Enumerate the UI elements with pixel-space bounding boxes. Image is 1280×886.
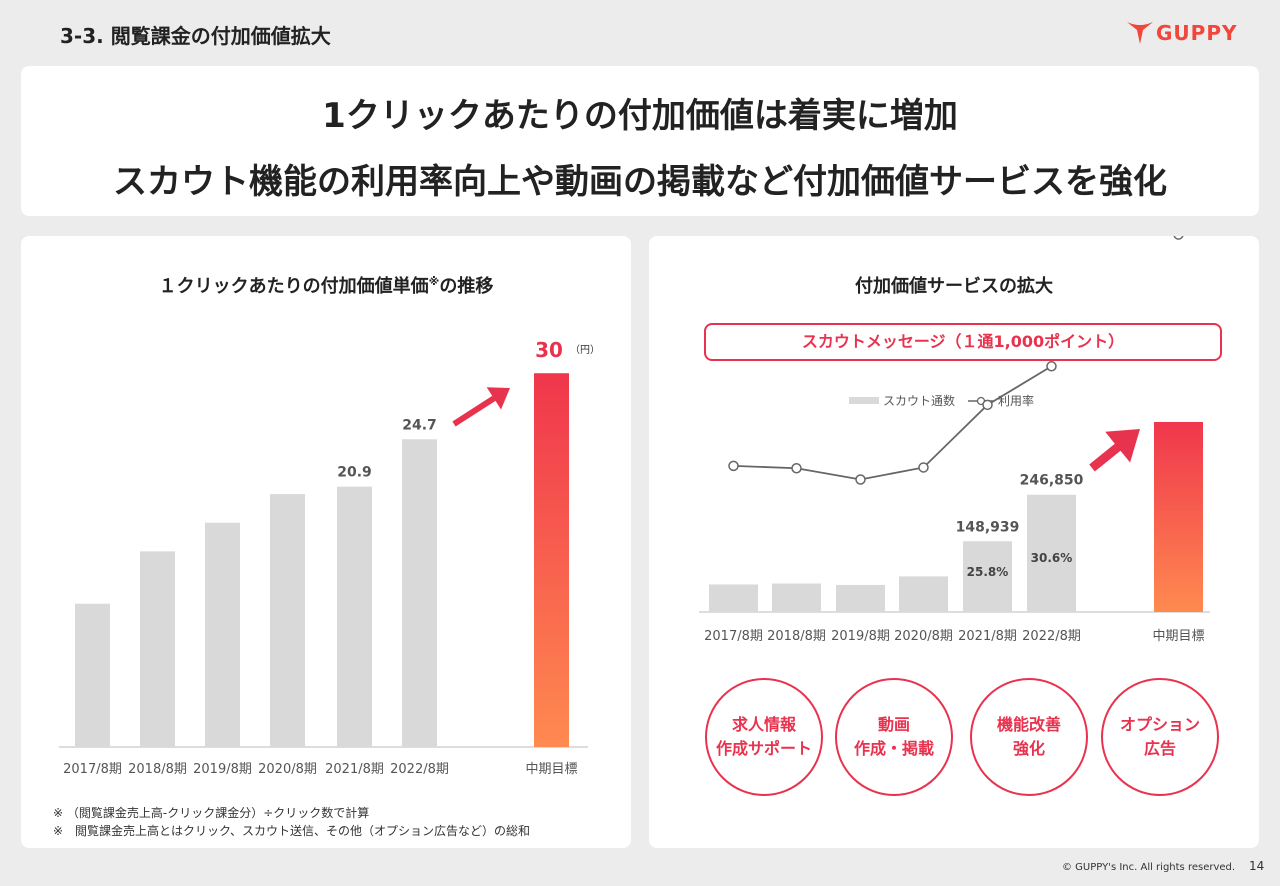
service-circle-label: 作成サポート xyxy=(715,739,812,758)
service-circle-label: 広告 xyxy=(1143,739,1176,758)
x-tick-label: 2020/8期 xyxy=(894,629,953,644)
growth-arrow xyxy=(1089,429,1140,472)
x-tick-label: 2020/8期 xyxy=(258,762,317,777)
service-circle-label: 機能改善 xyxy=(996,715,1061,734)
rate-label: 47.0% xyxy=(1154,258,1203,274)
bar xyxy=(402,439,437,747)
service-circle-function: 機能改善 強化 xyxy=(970,678,1088,796)
footnote-1: ※ （閲覧課金売上高-クリック課金分）÷クリック数で計算 xyxy=(53,806,370,820)
legend-bar-label: スカウト通数 xyxy=(883,393,955,408)
rate-point xyxy=(918,462,929,473)
x-tick-label: 2021/8期 xyxy=(958,629,1017,644)
service-circle-label: 強化 xyxy=(1012,739,1045,758)
bar xyxy=(899,576,948,612)
headline-line-1: 1クリックあたりの付加価値は着実に増加 xyxy=(322,96,958,136)
left-chart-title-mark: ※ xyxy=(428,275,440,288)
rate-point xyxy=(982,399,993,411)
right-chart-panel: 付加価値サービスの拡大 スカウトメッセージ（１通1,000ポイント） スカウト通… xyxy=(649,236,1259,848)
x-tick-label: 中期目標 xyxy=(1152,629,1204,644)
x-tick-label: 2017/8期 xyxy=(704,629,763,644)
rate-point xyxy=(1173,236,1184,240)
left-chart-title-text: １クリックあたりの付加価値単価 xyxy=(158,276,429,297)
x-tick-label: 2022/8期 xyxy=(1022,629,1081,644)
data-label: 246,850 xyxy=(1020,473,1084,489)
bar xyxy=(1027,494,1076,612)
rate-label: 30.6% xyxy=(1031,551,1073,565)
right-chart-title: 付加価値サービスの拡大 xyxy=(855,276,1053,297)
rate-point xyxy=(728,460,739,472)
page-number: 14 xyxy=(1249,859,1265,873)
footnote-2: ※ 閲覧課金売上高とはクリック、スカウト送信、その他（オプション広告など）の総和 xyxy=(53,824,530,838)
bar xyxy=(270,494,305,747)
logo-text: GUPPY xyxy=(1156,21,1238,45)
bar xyxy=(205,522,240,747)
data-label: 30 xyxy=(535,338,563,362)
bar xyxy=(963,541,1012,612)
data-label: 20.9 xyxy=(337,465,372,481)
x-tick-label: 2019/8期 xyxy=(831,629,890,644)
legend-bar-swatch xyxy=(849,397,879,404)
x-tick-label: 2021/8期 xyxy=(325,762,384,777)
x-tick-label: 2018/8期 xyxy=(128,762,187,777)
click-value-chart: 2017/8期 2018/8期 2019/8期 2020/8期 2021/8期 20.9 2… xyxy=(59,338,600,777)
service-circle-job-info: 求人情報 作成サポート xyxy=(705,678,823,796)
guppy-logo-icon xyxy=(1127,22,1153,44)
service-circle-video: 動画 作成・掲載 xyxy=(835,678,953,796)
rate-point xyxy=(1046,361,1057,372)
x-tick-label: 2019/8期 xyxy=(193,762,252,777)
service-circle-option-ads: オプション 広告 xyxy=(1101,678,1219,796)
left-chart-title-suffix: の推移 xyxy=(439,276,494,297)
bar xyxy=(1154,422,1203,612)
section-title: 3-3. 閲覧課金の付加価値拡大 xyxy=(60,24,331,48)
bar xyxy=(75,603,110,747)
bar xyxy=(337,486,372,747)
service-circle-label: 求人情報 xyxy=(731,715,796,734)
bar xyxy=(836,584,885,612)
rate-point xyxy=(855,474,866,485)
data-unit-label: （円） xyxy=(570,344,600,356)
x-tick-label: 2017/8期 xyxy=(63,762,122,777)
legend-line-label: 利用率 xyxy=(998,393,1034,408)
headline-box: 1クリックあたりの付加価値は着実に増加 スカウト機能の利用率向上や動画の掲載など… xyxy=(21,66,1259,216)
rate-point xyxy=(791,463,802,474)
guppy-logo: GUPPY xyxy=(1126,18,1266,48)
rate-label: 25.8% xyxy=(967,565,1009,579)
left-chart-panel: １クリックあたりの付加価値単価※の推移 2017/8期 2018/8期 2019/8… xyxy=(21,236,631,848)
rate-line xyxy=(733,365,1052,481)
x-tick-label: 2022/8期 xyxy=(390,762,449,777)
bar xyxy=(140,551,175,747)
service-circle-label: オプション xyxy=(1119,715,1200,734)
x-tick-label: 2018/8期 xyxy=(767,629,826,644)
x-tick-label: 中期目標 xyxy=(525,762,577,777)
growth-arrow xyxy=(452,387,510,427)
scout-message-box: スカウトメッセージ（１通1,000ポイント） xyxy=(704,323,1222,361)
headline-line-2: スカウト機能の利用率向上や動画の掲載など付加価値サービスを強化 xyxy=(113,162,1167,202)
bar xyxy=(709,584,758,612)
data-label: 24.7 xyxy=(402,417,437,433)
bar xyxy=(534,373,569,747)
left-chart-title: １クリックあたりの付加価値単価※の推移 xyxy=(21,272,631,298)
bar xyxy=(772,583,821,612)
service-circle-label: 動画 xyxy=(877,715,910,734)
scout-chart: スカウト通数 利用率 2017/8期 2018/8期 2019/8期 2020/8期 202… xyxy=(699,236,1210,644)
service-circle-label: 作成・掲載 xyxy=(853,739,934,758)
copyright: © GUPPY's Inc. All rights reserved. xyxy=(1062,862,1236,873)
data-label: 148,939 xyxy=(956,519,1020,535)
